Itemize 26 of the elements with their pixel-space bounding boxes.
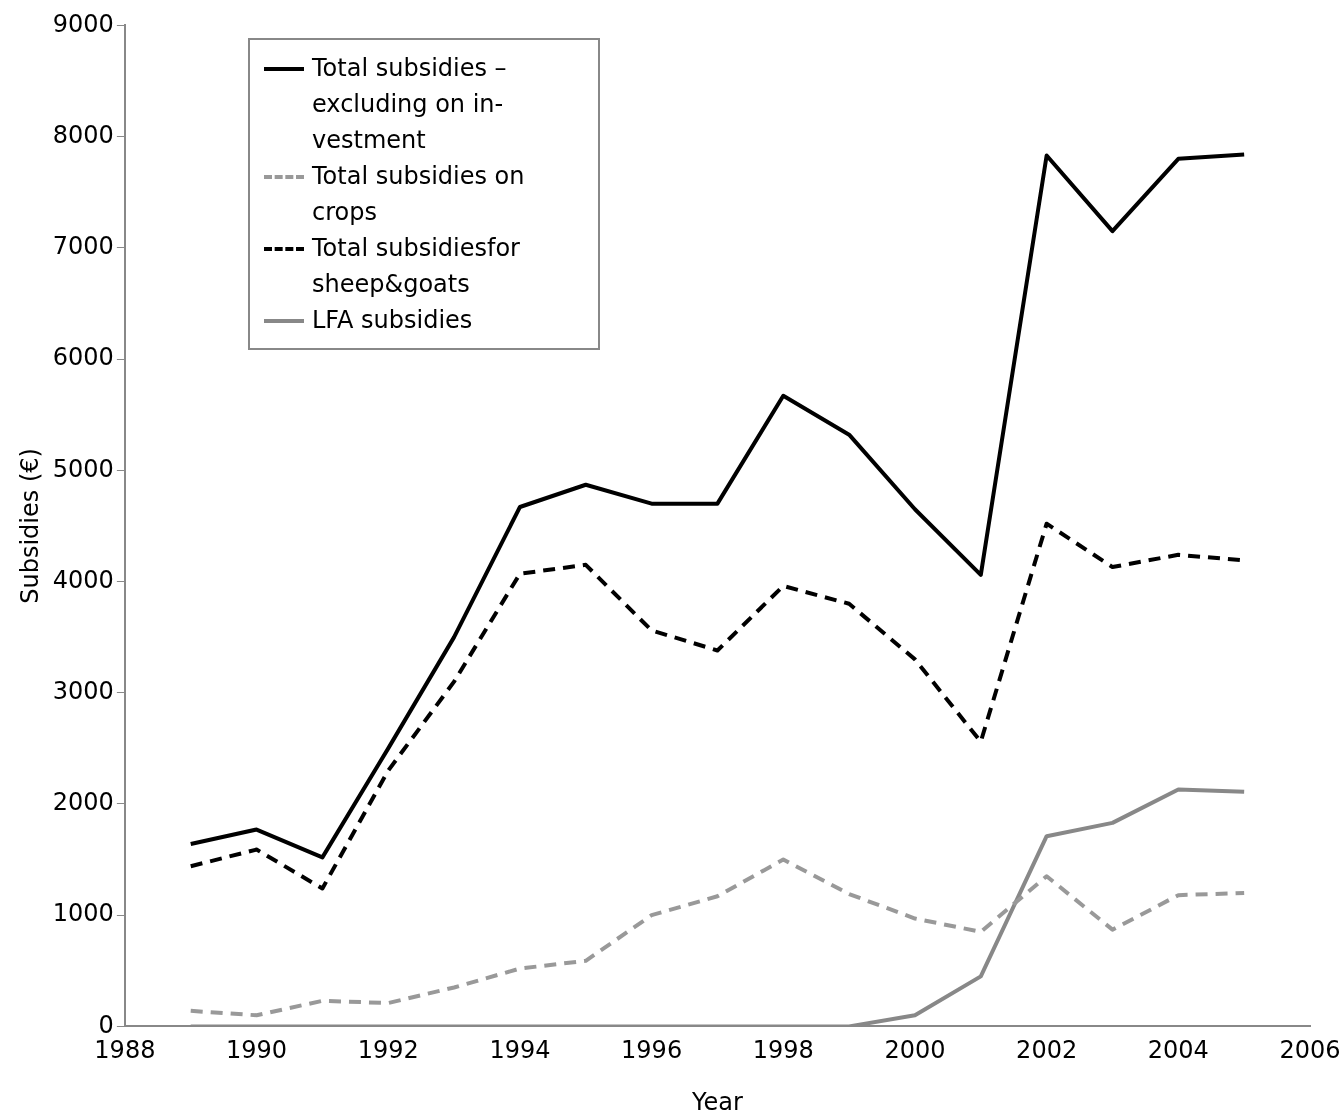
x-tick-label: 1994 (489, 1036, 551, 1065)
legend-label: Total subsidies – excluding on in-vestment (312, 53, 508, 156)
y-tick-label: 3000 (52, 676, 114, 705)
legend-label: Total subsidies on crops (312, 161, 526, 228)
legend-label: LFA subsidies (312, 305, 473, 336)
y-tick-label: 1000 (52, 899, 114, 928)
y-tick-label: 7000 (52, 232, 114, 261)
x-tick-label: 2002 (1016, 1036, 1078, 1065)
y-tick-label: 5000 (52, 454, 114, 483)
x-tick-label: 2004 (1147, 1036, 1209, 1065)
x-tick-label: 1988 (94, 1036, 156, 1065)
x-tick-label: 1992 (357, 1036, 419, 1065)
x-tick-label: 1998 (752, 1036, 814, 1065)
y-tick-label: 2000 (52, 788, 114, 817)
y-tick-label: 6000 (52, 343, 114, 372)
x-tick-label: 2006 (1279, 1036, 1341, 1065)
y-tick-label: 9000 (52, 9, 114, 38)
y-tick-label: 8000 (52, 120, 114, 149)
y-tick-label: 0 (98, 1010, 114, 1039)
y-axis-title: Subsidies (€) (15, 448, 44, 604)
x-tick-label: 1990 (226, 1036, 288, 1065)
x-tick-label: 2000 (884, 1036, 946, 1065)
x-tick-label: 1996 (621, 1036, 683, 1065)
y-tick-label: 4000 (52, 565, 114, 594)
legend-label: Total subsidiesfor sheep&goats (312, 233, 521, 300)
x-axis-title: Year (691, 1087, 743, 1116)
